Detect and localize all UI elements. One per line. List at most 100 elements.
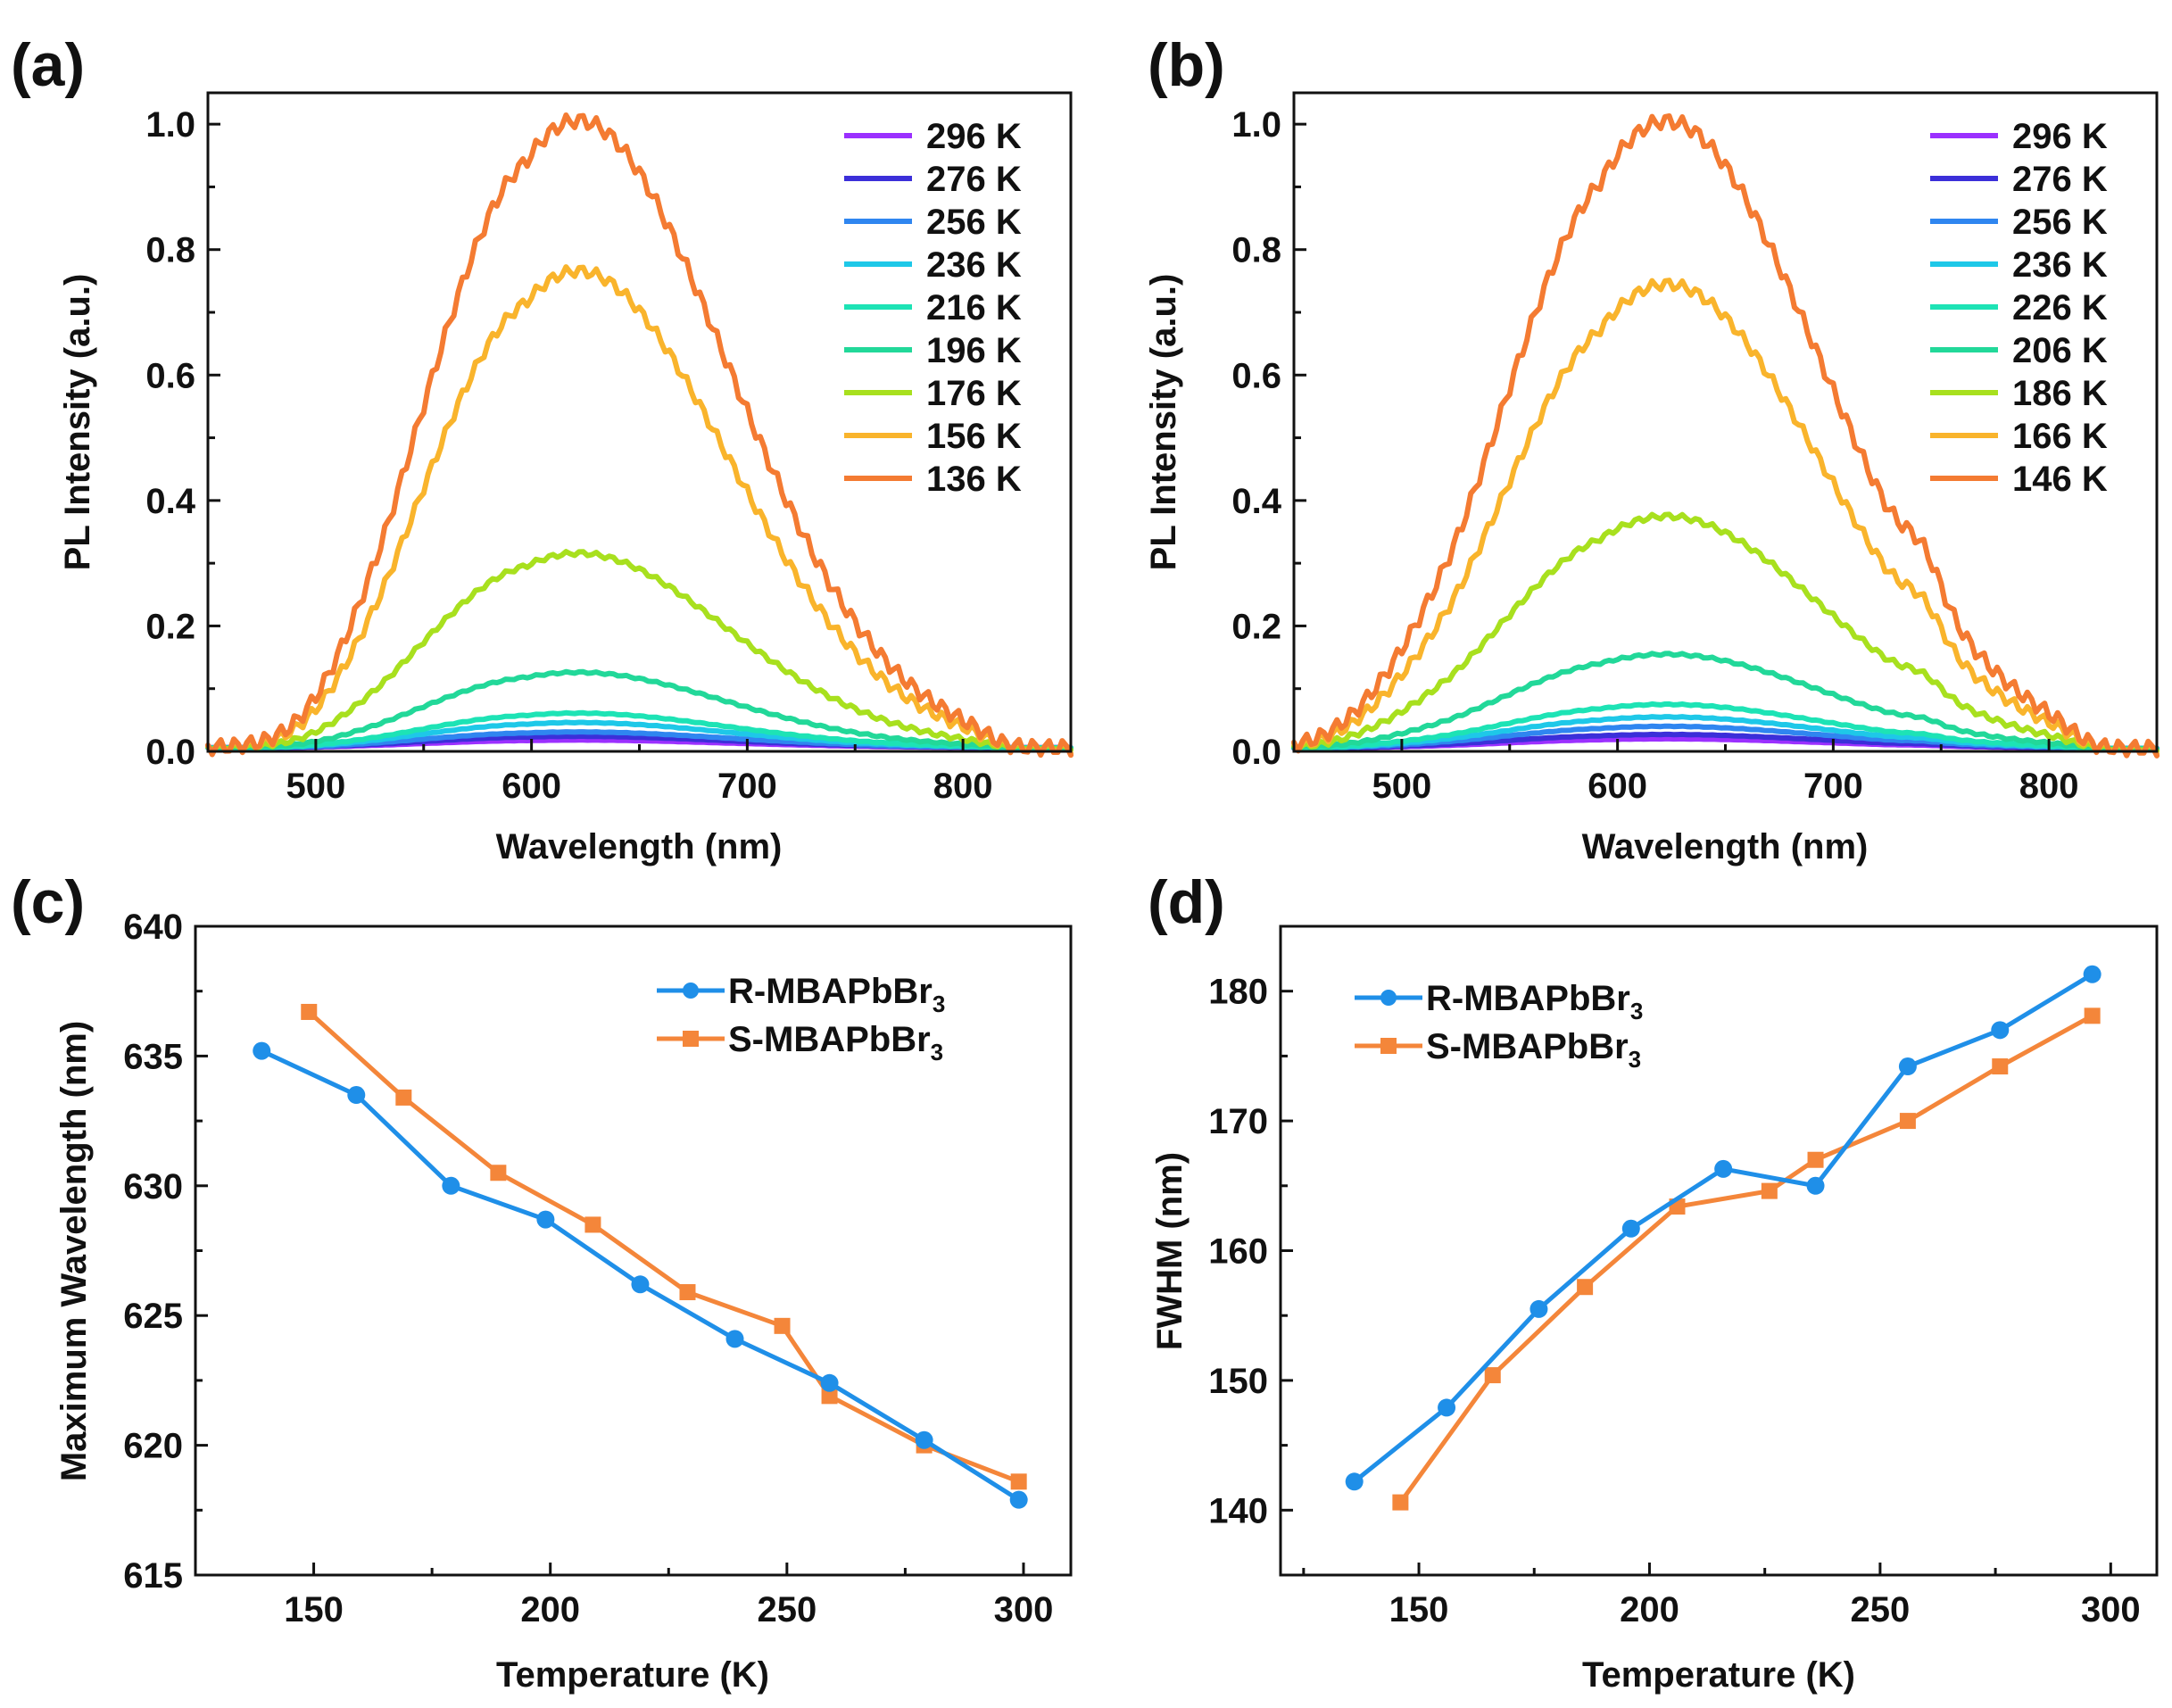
panel-a-legend-label: 156 K xyxy=(926,417,1022,456)
panel-a-ytick-label: 0.6 xyxy=(145,356,195,395)
panel-d-point-s xyxy=(1992,1058,2009,1075)
panel-b-letter: (b) xyxy=(1148,31,1225,99)
panel-b-series-206k xyxy=(1291,651,2160,752)
panel-d-point-r xyxy=(1714,1159,1733,1178)
panel-d-point-s xyxy=(1899,1113,1916,1130)
panel-c-point-r xyxy=(915,1430,933,1449)
panel-c-ytick-label: 620 xyxy=(123,1427,183,1466)
panel-b-xtick-label: 600 xyxy=(1588,767,1647,806)
panel-c-ylabel: Maximum Wavelength (nm) xyxy=(54,1021,94,1481)
panel-b-ytick-label: 0.4 xyxy=(1231,482,1281,521)
panel-a-ytick-label: 0.0 xyxy=(145,733,195,772)
panel-d-ytick-label: 160 xyxy=(1208,1232,1268,1272)
panel-a-xtick-label: 500 xyxy=(286,767,346,806)
panel-d-point-s xyxy=(1807,1151,1824,1168)
panel-c: (c) 150 200 250 300 615 620 625 630 635 640 Tempe… xyxy=(11,868,1073,1695)
panel-a-letter: (a) xyxy=(11,31,85,99)
panel-a-legend-label: 176 K xyxy=(926,374,1022,413)
panel-c-letter: (c) xyxy=(11,868,85,936)
panel-c-ticks: 150 200 250 300 615 620 625 630 635 640 xyxy=(123,908,1053,1629)
panel-d-frame xyxy=(1279,924,2159,1577)
panel-c-point-r xyxy=(347,1086,366,1105)
panel-d-point-s xyxy=(1577,1279,1594,1296)
panel-c-point-s xyxy=(821,1388,838,1405)
panel-c-line-r xyxy=(261,1049,1021,1502)
panel-b-series-166k xyxy=(1291,278,2160,757)
panel-a-ticks: 500 600 700 800 0.0 0.2 0.4 0.6 0.8 1.0 xyxy=(145,105,1073,806)
panel-d-point-r xyxy=(1991,1021,2010,1040)
panel-b-legend-label: 186 K xyxy=(2012,374,2108,413)
panel-b-xlabel: Wavelength (nm) xyxy=(1582,827,1869,866)
panel-a-legend-label: 256 K xyxy=(926,203,1022,242)
panel-c-legend-label: R-MBAPbBr3 xyxy=(728,972,945,1017)
panel-c-xtick-label: 200 xyxy=(520,1590,580,1629)
panel-d-ticks: 150 200 250 300 140 150 160 170 180 xyxy=(1208,973,2140,1629)
panel-c-legend-label: S-MBAPbBr3 xyxy=(728,1020,943,1065)
panel-a-series-176k xyxy=(205,549,1074,753)
panel-b-legend-label: 226 K xyxy=(2012,288,2108,328)
panel-a-legend-label: 296 K xyxy=(926,117,1022,156)
panel-c-point-r xyxy=(631,1275,650,1294)
panel-a-xtick-label: 700 xyxy=(717,767,777,806)
panel-a-series-196k xyxy=(205,668,1074,751)
panel-c-xtick-label: 150 xyxy=(284,1590,344,1629)
panel-c-curves xyxy=(253,1003,1028,1509)
panel-c-point-r xyxy=(536,1210,555,1229)
panel-d-point-s xyxy=(1484,1367,1501,1384)
panel-b-legend-label: 276 K xyxy=(2012,160,2108,199)
panel-d-legend-marker xyxy=(1380,990,1397,1006)
panel-d-ytick-label: 180 xyxy=(1208,973,1268,1012)
panel-d: (d) 150 200 250 300 140 150 160 170 180 Temperat… xyxy=(1148,868,2159,1695)
panel-c-point-r xyxy=(725,1330,744,1348)
panel-c-point-r xyxy=(820,1373,839,1392)
panel-c-xlabel: Temperature (K) xyxy=(496,1655,769,1695)
panel-d-point-r xyxy=(1345,1472,1364,1491)
panel-a-legend-label: 196 K xyxy=(926,331,1022,370)
panel-b-ticks: 500 600 700 800 0.0 0.2 0.4 0.6 0.8 1.0 xyxy=(1231,105,2159,806)
panel-d-point-r xyxy=(1530,1299,1548,1318)
panel-a-legend-label: 216 K xyxy=(926,288,1022,328)
panel-c-ytick-label: 625 xyxy=(123,1297,183,1336)
panel-a-series-156k xyxy=(205,264,1074,757)
panel-b-curves xyxy=(1291,113,2160,759)
panel-a-legend-label: 276 K xyxy=(926,160,1022,199)
panel-b-series-186k xyxy=(1291,511,2160,754)
panel-b-ytick-label: 0.6 xyxy=(1231,356,1281,395)
panel-d-letter: (d) xyxy=(1148,868,1225,936)
panel-c-point-r xyxy=(1009,1490,1028,1509)
panel-b-series-146k xyxy=(1291,113,2160,759)
panel-d-point-r xyxy=(2083,965,2102,983)
panel-a-xtick-label: 800 xyxy=(933,767,993,806)
panel-b-legend-label: 206 K xyxy=(2012,331,2108,370)
panel-d-point-r xyxy=(1898,1057,1917,1076)
panel-d-curves xyxy=(1345,965,2102,1511)
panel-c-point-s xyxy=(301,1003,318,1020)
panel-d-legend-label: S-MBAPbBr3 xyxy=(1426,1027,1641,1073)
panel-d-legend-marker xyxy=(1380,1038,1397,1054)
panel-b-legend-label: 296 K xyxy=(2012,117,2108,156)
panel-b-legend-label: 256 K xyxy=(2012,203,2108,242)
panel-a-series-216k xyxy=(205,709,1074,751)
panel-c-line-s xyxy=(307,1010,1020,1484)
panel-c-point-s xyxy=(584,1216,601,1233)
panel-d-xtick-label: 200 xyxy=(1620,1590,1679,1629)
panel-b-series-226k xyxy=(1291,701,2160,752)
panel-b-xtick-label: 800 xyxy=(2019,767,2079,806)
panel-d-ylabel: FWHM (nm) xyxy=(1150,1152,1190,1350)
panel-a-curves xyxy=(205,112,1074,759)
panel-b-xtick-label: 700 xyxy=(1803,767,1863,806)
panel-a: (a) 500 600 700 800 0.0 0.2 0.4 0.6 0.8 1.0 Wavel… xyxy=(11,31,1074,866)
panel-b-legend-label: 146 K xyxy=(2012,460,2108,499)
panel-a-ytick-label: 0.2 xyxy=(145,607,195,646)
panel-d-point-s xyxy=(2084,1007,2101,1024)
panel-a-ytick-label: 0.4 xyxy=(145,482,195,521)
panel-b-ytick-label: 1.0 xyxy=(1231,105,1281,145)
panel-d-xtick-label: 250 xyxy=(1851,1590,1911,1629)
panel-b: (b) 500 600 700 800 0.0 0.2 0.4 0.6 0.8 1.0 Wavel… xyxy=(1144,31,2160,866)
panel-c-ytick-label: 635 xyxy=(123,1037,183,1076)
panel-a-ylabel: PL Intensity (a.u.) xyxy=(58,274,97,571)
panel-d-xlabel: Temperature (K) xyxy=(1582,1655,1855,1695)
panel-c-xtick-label: 250 xyxy=(757,1590,817,1629)
